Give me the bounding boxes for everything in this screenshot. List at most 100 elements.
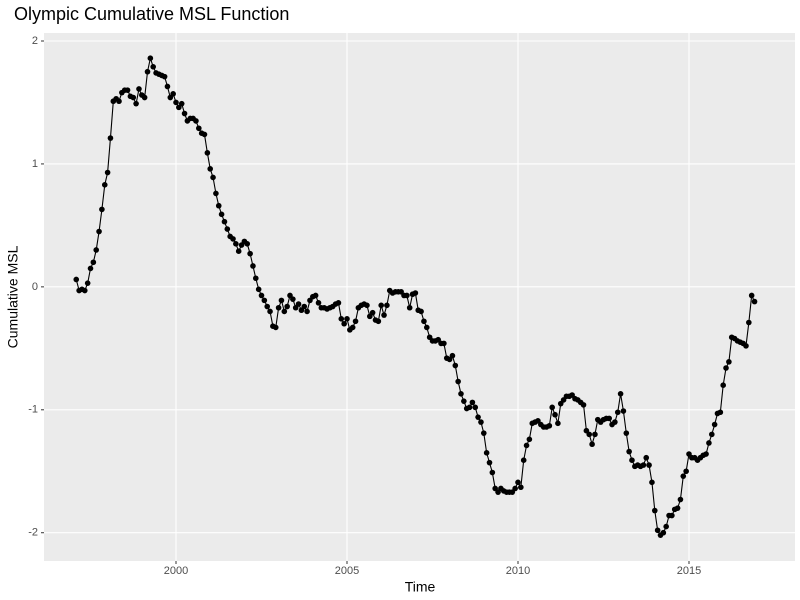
data-point [290, 296, 296, 302]
data-point [703, 451, 709, 457]
data-point [623, 430, 630, 436]
data-point [312, 292, 319, 299]
data-point [284, 303, 290, 310]
data-point [84, 280, 91, 286]
data-point [73, 276, 80, 283]
data-point [629, 457, 635, 463]
data-point [81, 287, 88, 294]
data-point [523, 442, 530, 449]
data-point [612, 419, 618, 425]
data-point [751, 298, 758, 305]
data-point [646, 462, 652, 468]
data-point [247, 250, 253, 257]
data-point [252, 275, 259, 282]
data-point [746, 319, 752, 326]
data-point [352, 318, 359, 325]
data-point [221, 218, 228, 225]
data-point [580, 402, 587, 408]
data-point [748, 292, 755, 299]
data-point [663, 523, 669, 530]
data-point [275, 304, 282, 311]
data-point [93, 247, 100, 253]
data-point [201, 131, 208, 138]
data-point [215, 202, 222, 209]
data-point [341, 320, 347, 327]
y-tick-label: 2 [32, 35, 38, 47]
x-tick-label: 2005 [335, 565, 359, 577]
data-point [617, 391, 624, 397]
data-point [723, 365, 729, 371]
data-point [412, 290, 419, 296]
x-axis-title: Time [405, 579, 436, 595]
data-point [423, 324, 430, 331]
data-point [255, 286, 262, 293]
data-point [626, 448, 632, 455]
data-point [164, 83, 171, 90]
data-point [141, 94, 148, 101]
data-point [406, 304, 413, 311]
data-point [643, 454, 650, 461]
data-point [669, 512, 675, 519]
data-point [213, 190, 219, 197]
data-point [546, 422, 553, 429]
data-point [90, 259, 97, 266]
data-point [651, 507, 658, 514]
data-point [614, 409, 621, 416]
data-point [592, 431, 598, 438]
data-point [210, 174, 216, 181]
data-point [116, 98, 122, 105]
data-point [230, 236, 236, 242]
y-tick-label: 1 [32, 158, 38, 170]
data-point [489, 469, 496, 476]
data-point [170, 91, 176, 97]
data-point [421, 318, 427, 325]
chart-title: Olympic Cumulative MSL Function [14, 4, 289, 24]
data-point [196, 125, 202, 132]
data-point [708, 431, 715, 438]
data-point [378, 302, 384, 309]
data-point [706, 440, 712, 446]
data-point [144, 68, 151, 75]
data-point [130, 94, 137, 101]
y-axis-title: Cumulative MSL [5, 245, 21, 348]
data-point [264, 303, 271, 310]
data-point [469, 399, 476, 406]
data-point [677, 496, 684, 503]
data-point [375, 318, 382, 325]
data-point [150, 64, 156, 70]
data-point [475, 414, 481, 420]
data-point [589, 441, 595, 448]
data-point [717, 409, 724, 416]
data-point [304, 308, 310, 315]
data-point [335, 300, 342, 306]
data-point [278, 297, 285, 304]
data-point [674, 505, 681, 511]
data-point [258, 292, 265, 299]
data-point [555, 420, 561, 427]
data-point [338, 316, 345, 322]
data-point [461, 398, 467, 404]
data-point [133, 100, 139, 107]
plot-panel [44, 33, 795, 561]
data-point [233, 241, 239, 247]
data-point [218, 211, 225, 218]
data-point [267, 308, 273, 315]
data-point [404, 292, 410, 299]
data-point [87, 265, 94, 272]
data-point [418, 308, 424, 315]
y-tick-label: -1 [28, 404, 38, 416]
data-point [207, 166, 214, 172]
data-point [486, 459, 493, 466]
data-point [640, 462, 647, 468]
data-point [654, 527, 661, 534]
data-point [472, 404, 479, 411]
data-point [272, 324, 279, 331]
data-point [384, 302, 390, 309]
data-point [204, 150, 211, 156]
data-point [281, 308, 288, 315]
data-point [520, 457, 527, 463]
data-point [244, 241, 251, 247]
data-point [96, 228, 102, 235]
data-point [458, 391, 464, 397]
